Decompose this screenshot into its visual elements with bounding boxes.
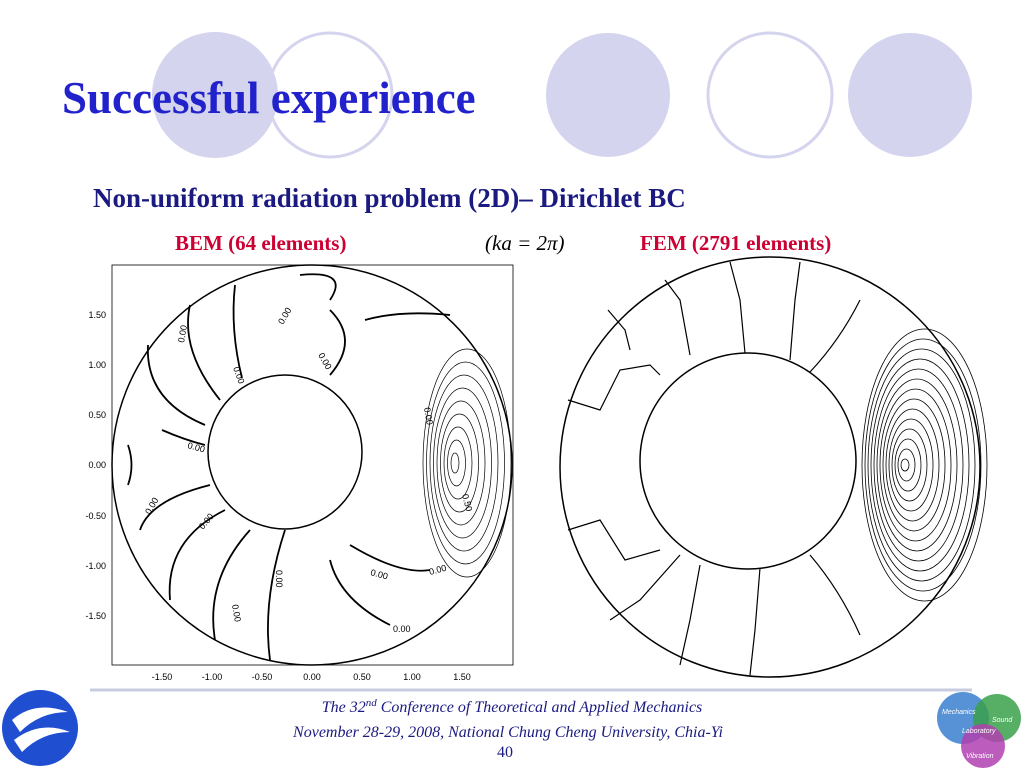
x-tick-label: 0.50 [353, 672, 371, 682]
contour-line [876, 378, 958, 552]
contour-label: 0.00 [393, 624, 411, 634]
contour-line [450, 452, 460, 474]
fem-plot [559, 256, 988, 678]
logo-word: Sound [992, 717, 1013, 724]
bem-label: BEM (64 elements) [175, 231, 346, 255]
equation: (ka = 2π) [485, 231, 565, 255]
contour-labels: 0.00 0.00 0.00 0.00 0.00 0.00 0.00 0.00 … [143, 306, 474, 634]
y-tick-label: -0.50 [85, 511, 106, 521]
contour-label: 0.00 [369, 567, 389, 581]
contour-line [891, 428, 928, 502]
contour-label: 0.00 [316, 351, 333, 371]
fem-label: FEM (2791 elements) [640, 231, 831, 255]
x-tick-label: -0.50 [252, 672, 273, 682]
contour-label: 0.00 [276, 306, 293, 326]
decor-circles [152, 31, 972, 159]
left-logo [2, 690, 78, 766]
logo-word: Laboratory [962, 728, 996, 735]
contour-line [882, 398, 946, 532]
x-tick-label: -1.50 [152, 672, 173, 682]
contour-label: 0.00 [231, 365, 246, 385]
contour-line [867, 348, 976, 582]
contour-line [900, 458, 910, 472]
x-tick-label: 1.50 [453, 672, 471, 682]
contour-line [447, 439, 466, 487]
contour-label: 0.00 [274, 570, 284, 588]
contour-line [873, 368, 964, 562]
x-tick-label: 1.00 [403, 672, 421, 682]
contour-line [443, 426, 473, 500]
logo-word: Mechanics [942, 709, 976, 716]
bem-plot [111, 264, 514, 666]
contour-label: 0.00 [176, 324, 189, 343]
y-tick-label: 1.50 [88, 310, 106, 320]
logo-word: Vibration [966, 753, 994, 760]
contour-line [422, 348, 512, 578]
subtitle: Non-uniform radiation problem (2D)– Diri… [93, 183, 686, 213]
footer-line2: November 28-29, 2008, National Chung Che… [292, 724, 723, 741]
page-number: 40 [497, 744, 513, 761]
contour-label: 0.50 [460, 493, 474, 513]
contour-line [861, 328, 988, 602]
x-tick-label: -1.00 [202, 672, 223, 682]
contour-label: 0.00 [186, 440, 206, 454]
contour-label: 0.00 [422, 407, 435, 426]
y-tick-label: 0.00 [88, 460, 106, 470]
contour-label: 0.00 [197, 511, 216, 531]
contour-line [888, 418, 934, 512]
y-tick-label: 1.00 [88, 360, 106, 370]
contour-line [897, 448, 916, 482]
contour-line [440, 413, 479, 513]
contour-line [433, 387, 492, 539]
contour-line [864, 338, 982, 592]
contour-label: 0.00 [428, 563, 448, 577]
contour-line [429, 374, 499, 552]
contour-line [870, 358, 970, 572]
right-logo: Mechanics Sound Laboratory Vibration [937, 692, 1021, 768]
y-tick-label: 0.50 [88, 410, 106, 420]
contour-line [894, 438, 922, 492]
y-tick-label: -1.50 [85, 611, 106, 621]
bem-axis: 1.50 1.00 0.50 0.00 -0.50 -1.00 -1.50 -1… [85, 310, 470, 682]
contour-label: 0.00 [230, 604, 243, 623]
contour-line [436, 400, 486, 526]
title: Successful experience [62, 73, 476, 123]
y-tick-label: -1.00 [85, 561, 106, 571]
contour-line [885, 408, 940, 522]
x-tick-label: 0.00 [303, 672, 321, 682]
contour-line [426, 361, 505, 565]
footer-line1: The 32nd Conference of Theoretical and A… [322, 697, 703, 716]
contour-line [879, 388, 952, 542]
